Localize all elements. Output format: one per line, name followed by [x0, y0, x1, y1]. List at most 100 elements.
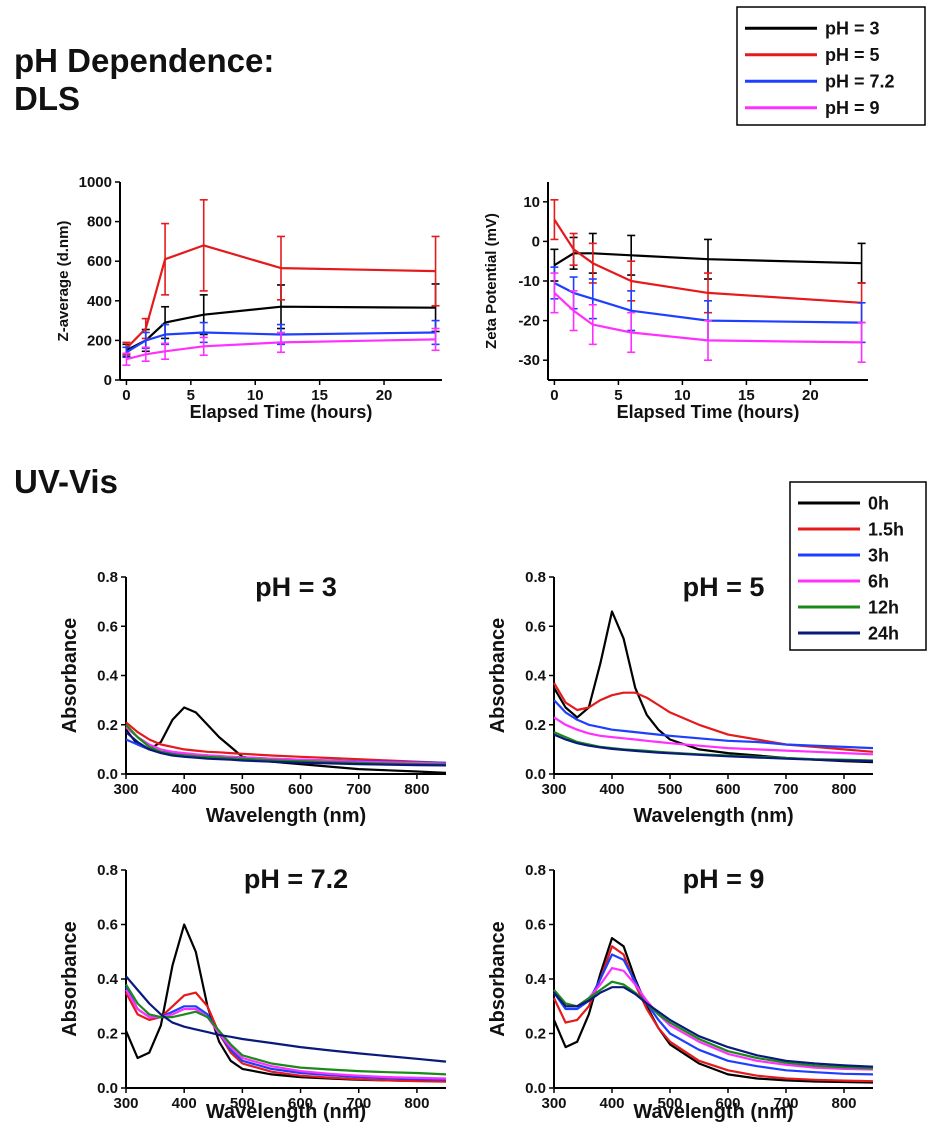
series-6h: [553, 716, 874, 756]
series-24h: [125, 975, 447, 1063]
y-tick-label: 0.6: [97, 618, 118, 635]
chart-uv_ph5: 300 400 500 600 700 800 0.0 0.2 0.4 0.6 0.8 Wavelen…: [487, 569, 874, 827]
legend-label: 1.5h: [868, 519, 904, 539]
x-tick-label: 700: [346, 781, 371, 798]
y-tick-label: 0.0: [97, 1080, 118, 1097]
series-line: [125, 726, 447, 765]
series-line: [125, 724, 447, 766]
series-24h: [553, 733, 874, 763]
y-tick-label: 0.4: [97, 668, 119, 685]
x-tick-label: 600: [715, 781, 740, 798]
series-line: [125, 983, 447, 1076]
x-axis-label: Elapsed Time (hours): [190, 402, 373, 422]
series-6h: [125, 726, 447, 765]
heading-dls-line1: pH Dependence:: [14, 42, 275, 79]
series-line: [553, 292, 862, 344]
x-tick-label: 15: [738, 387, 755, 404]
legend-entry: 3h: [798, 545, 889, 565]
y-tick-label: 0.0: [525, 766, 546, 783]
x-axis-label: Wavelength (nm): [633, 805, 793, 827]
series-line: [125, 731, 447, 767]
series-line: [553, 980, 874, 1070]
y-tick-label: 0.4: [525, 668, 547, 685]
y-axis-label: Absorbance: [59, 921, 81, 1037]
series-line: [553, 986, 874, 1068]
x-tick-label: 400: [172, 1095, 197, 1112]
legend-frame: [789, 481, 927, 651]
legend-label: pH = 3: [825, 19, 880, 39]
legend-label: pH = 5: [825, 45, 880, 65]
legend-ph: pH = 3 pH = 5 pH = 7.2 pH = 9: [736, 6, 926, 126]
x-tick-label: 800: [831, 781, 856, 798]
x-tick-label: 300: [113, 781, 138, 798]
y-tick-label: 0.8: [97, 569, 118, 586]
y-tick-label: 0.6: [525, 618, 546, 635]
y-tick-label: 0.8: [525, 569, 546, 586]
x-tick-label: 700: [773, 781, 798, 798]
legend-entry: pH = 9: [745, 98, 880, 118]
series-1.5h: [125, 721, 447, 764]
x-tick-label: 400: [599, 781, 624, 798]
series-line: [553, 682, 874, 753]
y-tick-label: 0.2: [525, 717, 546, 734]
y-axis-label: Zeta Potential (mV): [483, 213, 500, 349]
y-tick-label: 0.2: [97, 1026, 118, 1043]
x-tick-label: 0: [122, 387, 130, 404]
y-tick-label: 0.0: [525, 1080, 546, 1097]
series-line: [553, 219, 862, 304]
y-tick-label: 800: [87, 214, 112, 231]
y-tick-label: 600: [87, 253, 112, 270]
y-tick-label: 0.6: [525, 917, 546, 934]
y-axis-label: Z-average (d.nm): [55, 221, 72, 342]
chart-uv_ph9: 300 400 500 600 700 800 0.0 0.2 0.4 0.6 0.8 Wavelen…: [487, 862, 874, 1123]
x-tick-label: 500: [230, 781, 255, 798]
y-tick-label: 0: [532, 233, 540, 250]
x-tick-label: 500: [657, 781, 682, 798]
y-tick-label: 0.0: [97, 766, 118, 783]
y-tick-label: -10: [518, 273, 540, 290]
series-line: [553, 699, 874, 750]
x-tick-label: 400: [172, 781, 197, 798]
heading-uvvis: UV-Vis: [14, 463, 118, 500]
y-axis-label: Absorbance: [487, 618, 509, 734]
x-tick-label: 800: [404, 1095, 429, 1112]
series-pH-9: [122, 327, 440, 366]
legend-entry: pH = 7.2: [745, 72, 895, 92]
series-3h: [553, 699, 874, 750]
legend-entry: 24h: [798, 623, 899, 643]
y-tick-label: 200: [87, 332, 112, 349]
series-12h: [125, 724, 447, 766]
y-tick-label: 10: [523, 194, 540, 211]
x-tick-label: 20: [376, 387, 393, 404]
y-tick-label: 0.4: [97, 971, 119, 988]
x-tick-label: 500: [230, 1095, 255, 1112]
y-tick-label: 0.4: [525, 971, 547, 988]
legend-time: 0h 1.5h 3h 6h 12h 24h: [789, 481, 927, 651]
y-tick-label: 0.2: [97, 717, 118, 734]
series-line: [125, 975, 447, 1063]
x-tick-label: 700: [346, 1095, 371, 1112]
x-tick-label: 800: [831, 1095, 856, 1112]
y-tick-label: 0.2: [525, 1026, 546, 1043]
legend-label: pH = 9: [825, 98, 880, 118]
y-tick-label: 400: [87, 293, 112, 310]
x-tick-label: 400: [599, 1095, 624, 1112]
legend-frame: [736, 6, 926, 126]
legend-label: 3h: [868, 545, 889, 565]
chart-title: pH = 3: [255, 572, 337, 602]
y-tick-label: 0.6: [97, 917, 118, 934]
x-axis-label: Elapsed Time (hours): [617, 402, 800, 422]
legend-entry: 1.5h: [798, 519, 904, 539]
y-axis-label: Absorbance: [59, 618, 81, 734]
x-tick-label: 10: [247, 387, 264, 404]
x-tick-label: 300: [113, 1095, 138, 1112]
heading-dls-line2: DLS: [14, 80, 80, 117]
chart-title: pH = 5: [683, 572, 765, 602]
x-tick-label: 300: [541, 1095, 566, 1112]
legend-entry: 12h: [798, 597, 899, 617]
series-12h: [125, 983, 447, 1076]
y-tick-label: 0: [104, 372, 112, 389]
